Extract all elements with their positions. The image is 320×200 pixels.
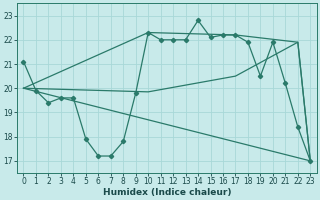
X-axis label: Humidex (Indice chaleur): Humidex (Indice chaleur)	[103, 188, 231, 197]
